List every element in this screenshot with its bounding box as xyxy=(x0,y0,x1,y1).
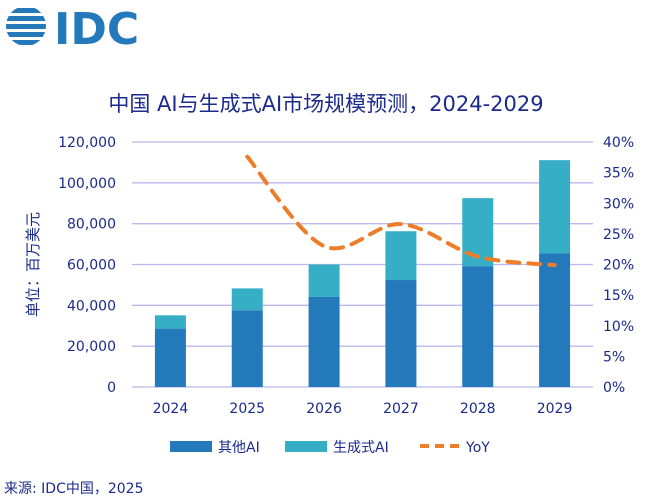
bar-2029 xyxy=(539,253,571,387)
x-tick-label: 2024 xyxy=(153,401,189,417)
y-tick-label: 40,000 xyxy=(67,298,116,314)
source-note: 来源: IDC中国，2025 xyxy=(4,481,144,497)
bar-2024 xyxy=(154,328,186,387)
bar-2024 xyxy=(154,315,186,329)
x-tick-label: 2027 xyxy=(383,401,419,417)
bar-2025 xyxy=(231,310,263,387)
bar-2027 xyxy=(385,280,417,387)
idc-logo: IDC xyxy=(6,4,139,48)
bar-2027 xyxy=(385,231,417,281)
bar-2029 xyxy=(539,160,571,254)
svg-text:IDC: IDC xyxy=(54,4,139,48)
y2-tick-label: 20% xyxy=(603,258,634,274)
y2-tick-label: 5% xyxy=(603,349,625,365)
y2-tick-label: 0% xyxy=(603,380,625,396)
chart-title: 中国 AI与生成式AI市场规模预测，2024-2029 xyxy=(108,92,544,116)
legend-label: 生成式AI xyxy=(333,440,389,456)
y2-tick-label: 10% xyxy=(603,319,634,335)
yoy-line xyxy=(245,154,557,268)
y-tick-label: 80,000 xyxy=(67,217,116,233)
y2-tick-label: 15% xyxy=(603,288,634,304)
legend-swatch xyxy=(285,441,327,452)
y-tick-label: 120,000 xyxy=(58,135,116,151)
y-tick-label: 0 xyxy=(107,380,116,396)
legend-swatch xyxy=(170,441,212,452)
y-tick-label: 100,000 xyxy=(58,176,116,192)
legend-label: YoY xyxy=(465,440,490,456)
x-tick-label: 2026 xyxy=(306,401,342,417)
y-tick-label: 60,000 xyxy=(67,258,116,274)
y2-tick-label: 25% xyxy=(603,227,634,243)
y2-tick-label: 35% xyxy=(603,166,634,182)
y2-tick-label: 40% xyxy=(603,135,634,151)
bar-2025 xyxy=(231,288,263,311)
bar-2026 xyxy=(308,296,340,387)
y-tick-label: 20,000 xyxy=(67,339,116,355)
x-tick-label: 2029 xyxy=(537,401,573,417)
x-tick-label: 2028 xyxy=(460,401,496,417)
y-axis-label: 单位：百万美元 xyxy=(24,212,42,317)
y2-tick-label: 30% xyxy=(603,196,634,212)
legend-label: 其他AI xyxy=(218,440,260,456)
bar-2026 xyxy=(308,264,340,297)
bar-2028 xyxy=(462,266,494,387)
chart-plot: 0 20,000 40,000 60,000 80,000 100,000 120,000 0… xyxy=(24,135,634,456)
x-tick-label: 2025 xyxy=(229,401,265,417)
